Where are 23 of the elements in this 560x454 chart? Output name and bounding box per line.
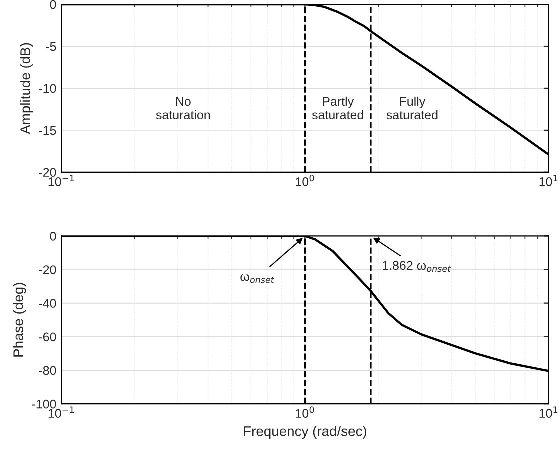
y-tick-label: -40 <box>39 299 56 308</box>
y-tick-label: -15 <box>39 126 56 136</box>
y-tick-label: -60 <box>39 332 56 342</box>
y-tick-label: -100 <box>32 400 56 409</box>
y-tick-label: -10 <box>39 84 56 94</box>
y-axis-title: Phase (deg) <box>13 283 26 357</box>
x-tick-label: 10$^{0}$ <box>296 174 314 186</box>
y-tick-label: -5 <box>46 42 56 52</box>
y-tick-label: -20 <box>39 266 56 274</box>
y-tick-label: -80 <box>39 366 56 376</box>
annotation: 1.862 ω$_{onset}$ <box>383 261 452 272</box>
y-axis-title: Amplitude (dB) <box>20 43 34 134</box>
x-tick-label: 10$^{0}$ <box>296 406 314 418</box>
x-axis-title: Frequency (rad/sec) <box>244 426 366 440</box>
y-tick-label: 0 <box>50 0 56 10</box>
y-tick-label: 0 <box>50 232 56 241</box>
x-tick-label: 10$^{1}$ <box>540 406 558 418</box>
annotation: No saturation <box>156 97 210 120</box>
y-tick-label: -20 <box>39 168 56 178</box>
annotation: Fully saturated <box>386 96 438 120</box>
x-tick-label: 10$^{1}$ <box>540 175 558 186</box>
annotation: ω$_{onset}$ <box>240 274 275 284</box>
annotation: Partly saturated <box>312 96 364 120</box>
